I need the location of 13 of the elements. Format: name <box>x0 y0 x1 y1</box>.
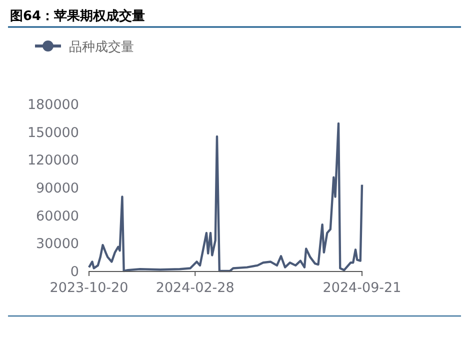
legend-label: 品种成交量 <box>69 39 134 55</box>
y-tick-label: 120000 <box>27 152 79 169</box>
y-tick-label: 90000 <box>36 180 79 196</box>
y-tick-label: 30000 <box>36 236 79 252</box>
y-tick-label: 150000 <box>27 124 79 141</box>
chart-title: 图64：苹果期权成交量 <box>10 8 146 24</box>
y-tick-label: 180000 <box>27 97 79 113</box>
line-series <box>88 122 364 272</box>
x-tick-label: 2023-10-20 <box>50 280 128 296</box>
x-tick-label: 2024-02-28 <box>156 280 234 296</box>
y-tick-label: 0 <box>70 264 79 280</box>
y-tick-label: 60000 <box>36 208 79 224</box>
x-tick-label: 2024-09-21 <box>322 280 402 296</box>
